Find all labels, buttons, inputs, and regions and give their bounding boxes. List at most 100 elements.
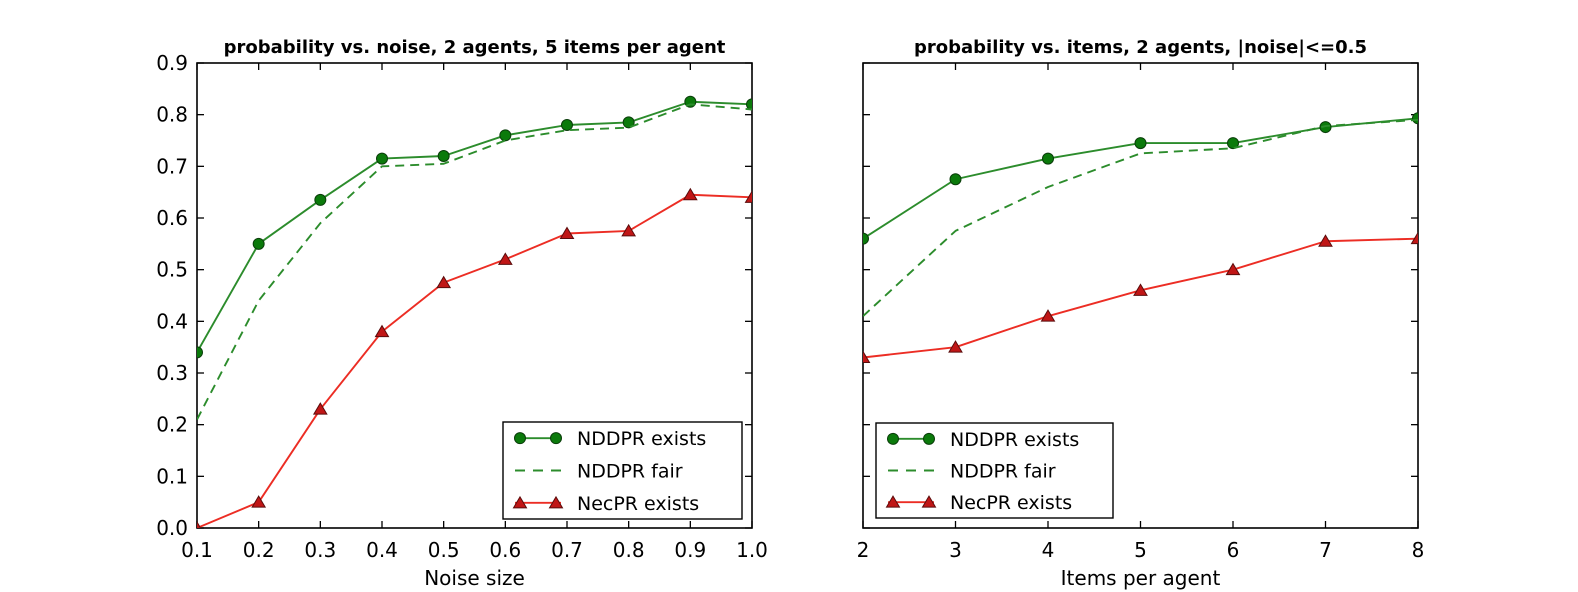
- x-tick-label: 0.8: [613, 538, 645, 562]
- right-chart: probability vs. items, 2 agents, |noise|…: [857, 37, 1425, 590]
- x-tick-label: 0.4: [366, 538, 398, 562]
- x-tick-label: 0.5: [428, 538, 460, 562]
- data-point-triangle-marker: [1410, 231, 1418, 245]
- data-point-circle-marker: [1042, 152, 1054, 165]
- data-point-triangle-marker: [682, 187, 698, 201]
- legend-label: NDDPR fair: [950, 461, 1056, 483]
- data-point-circle-marker: [197, 346, 203, 359]
- data-point-triangle-marker: [374, 324, 390, 338]
- data-point-circle-marker: [514, 432, 526, 445]
- data-point-circle-marker: [949, 173, 962, 186]
- data-point-triangle-marker: [948, 340, 963, 353]
- x-axis-label: Items per agent: [1061, 566, 1221, 590]
- chart-title: probability vs. noise, 2 agents, 5 items…: [224, 37, 726, 58]
- y-tick-label: 0.8: [156, 103, 188, 127]
- data-point-circle-marker: [561, 119, 573, 131]
- x-tick-label: 5: [1134, 538, 1147, 562]
- data-point-circle-marker: [550, 432, 562, 445]
- x-tick-label: 1.0: [736, 538, 768, 562]
- legend-label: NecPR exists: [577, 493, 699, 515]
- data-point-triangle-marker: [1133, 283, 1148, 296]
- series-line-nddpr-exists: [197, 100, 752, 353]
- y-tick-label: 0.7: [156, 154, 188, 178]
- legend-entry: NDDPR fair: [515, 461, 683, 483]
- series-line-necpr-exists: [197, 193, 752, 528]
- x-tick-label: 7: [1319, 538, 1332, 562]
- data-point-circle-marker: [376, 152, 388, 165]
- data-point-circle-marker: [887, 432, 899, 445]
- legend-entry: NecPR exists: [885, 492, 1072, 514]
- data-point-triangle-marker: [1225, 262, 1241, 276]
- legend-label: NecPR exists: [950, 492, 1072, 514]
- data-point-circle-marker: [1134, 137, 1147, 150]
- y-tick-label: 0.4: [156, 309, 188, 333]
- y-tick-label: 0.6: [156, 206, 188, 230]
- data-point-triangle-marker: [251, 495, 267, 508]
- x-axis: 2 3 4 5 6 7 8 Items per agent: [857, 63, 1425, 590]
- data-point-circle-marker: [622, 116, 635, 129]
- data-point-triangle-marker: [497, 252, 513, 265]
- x-tick-label: 0.7: [551, 538, 583, 562]
- x-tick-label: 3: [949, 538, 962, 562]
- x-tick-label: 6: [1227, 538, 1240, 562]
- legend-entry: NecPR exists: [512, 493, 699, 515]
- data-point-circle-marker: [252, 237, 265, 250]
- series-layer: [863, 112, 1418, 363]
- chart-title: probability vs. items, 2 agents, |noise|…: [914, 37, 1367, 58]
- series-layer: [197, 95, 752, 528]
- x-tick-label: 8: [1412, 538, 1425, 562]
- x-tick-label: 0.2: [243, 538, 275, 562]
- series-line-nddpr-fair: [863, 118, 1418, 317]
- data-point-triangle-marker: [548, 495, 564, 509]
- legend: NDDPR exists NDDPR fair NecPR exists: [502, 421, 743, 520]
- data-point-triangle-marker: [921, 495, 937, 508]
- x-tick-label: 0.6: [489, 538, 521, 562]
- legend-entry: NDDPR exists: [887, 429, 1079, 451]
- data-point-triangle-marker: [559, 226, 575, 239]
- legend-entry: NDDPR fair: [888, 461, 1056, 483]
- data-point-circle-marker: [923, 432, 935, 445]
- legend: NDDPR exists NDDPR fair NecPR exists: [875, 422, 1114, 519]
- y-tick-label: 0.2: [156, 413, 188, 437]
- y-tick-label: 0.3: [156, 361, 188, 385]
- x-tick-label: 0.1: [181, 538, 213, 562]
- data-point-circle-marker: [1227, 137, 1239, 150]
- y-tick-label: 0.5: [156, 258, 188, 282]
- x-tick-label: 4: [1042, 538, 1055, 562]
- left-chart: probability vs. noise, 2 agents, 5 items…: [156, 37, 768, 590]
- data-point-circle-marker: [314, 193, 327, 206]
- legend-label: NDDPR fair: [577, 461, 683, 483]
- data-point-circle-marker: [1412, 112, 1418, 125]
- y-tick-label: 0.1: [156, 464, 188, 488]
- data-point-triangle-marker: [1040, 309, 1056, 322]
- series-markers-nddpr-exists: [197, 95, 752, 359]
- series-line-nddpr-exists: [863, 117, 1418, 240]
- data-point-circle-marker: [437, 150, 450, 162]
- data-point-circle-marker: [499, 129, 512, 142]
- data-point-triangle-marker: [197, 521, 202, 528]
- data-point-circle-marker: [746, 98, 752, 111]
- plot-border: [196, 62, 753, 529]
- data-point-triangle-marker: [512, 495, 528, 509]
- series-markers-necpr-exists: [197, 187, 752, 528]
- series-line-nddpr-fair: [197, 103, 752, 420]
- legend-label: NDDPR exists: [577, 428, 706, 450]
- series-line-necpr-exists: [863, 237, 1418, 359]
- series-markers-nddpr-exists: [863, 112, 1418, 245]
- series-markers-necpr-exists: [863, 231, 1418, 363]
- y-axis: [863, 62, 1418, 529]
- y-tick-label: 0.9: [156, 51, 188, 75]
- x-tick-label: 2: [857, 538, 870, 562]
- legend-entry: NDDPR exists: [514, 428, 706, 450]
- data-point-circle-marker: [863, 232, 869, 245]
- x-axis: 0.1 0.2 0.3 0.4 0.5 0.6 0.7 0.8 0.9 1.0 Noise size: [181, 63, 768, 590]
- y-tick-label: 0.0: [156, 516, 188, 540]
- data-point-circle-marker: [1319, 121, 1332, 134]
- x-axis-label: Noise size: [424, 566, 525, 590]
- data-point-triangle-marker: [621, 223, 637, 237]
- x-tick-label: 0.9: [674, 538, 706, 562]
- data-point-triangle-marker: [863, 350, 871, 363]
- legend-label: NDDPR exists: [950, 429, 1079, 451]
